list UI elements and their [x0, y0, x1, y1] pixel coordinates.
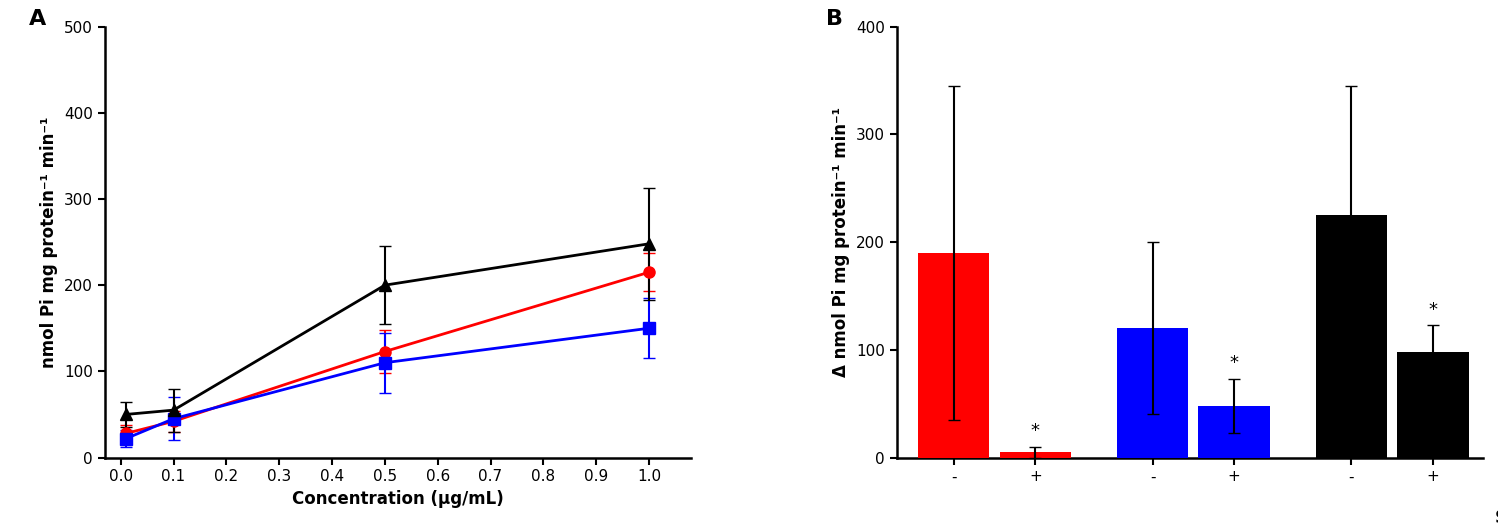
- Y-axis label: nmol Pi mg protein⁻¹ min⁻¹: nmol Pi mg protein⁻¹ min⁻¹: [40, 117, 58, 368]
- Text: *: *: [1031, 422, 1040, 440]
- Text: *: *: [1429, 301, 1438, 319]
- Text: Specioside: Specioside: [1495, 509, 1498, 527]
- Bar: [1118, 328, 1188, 458]
- Text: A: A: [28, 10, 46, 29]
- Bar: [918, 253, 989, 458]
- Bar: [999, 452, 1071, 458]
- Y-axis label: Δ nmol Pi mg protein⁻¹ min⁻¹: Δ nmol Pi mg protein⁻¹ min⁻¹: [833, 107, 851, 377]
- X-axis label: Concentration (µg/mL): Concentration (µg/mL): [292, 490, 503, 508]
- Text: *: *: [1230, 354, 1239, 372]
- Bar: [1315, 215, 1387, 458]
- Bar: [1198, 406, 1270, 458]
- Text: B: B: [827, 10, 843, 29]
- Bar: [1398, 352, 1468, 458]
